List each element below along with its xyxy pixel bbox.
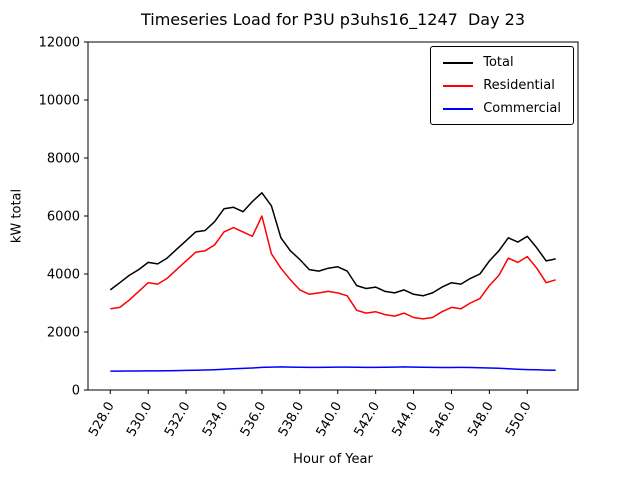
legend: Total Residential Commercial [430, 46, 574, 125]
x-tick-label: 530.0 [124, 400, 156, 440]
legend-label-commercial: Commercial [483, 101, 561, 116]
legend-label-residential: Residential [483, 78, 555, 93]
series-line-commercial [110, 366, 556, 372]
x-tick-label: 548.0 [465, 399, 497, 439]
y-tick-label: 6000 [47, 210, 80, 225]
x-tick-label: 544.0 [389, 400, 421, 440]
x-tick-label: 528.0 [86, 400, 118, 440]
y-tick-label: 10000 [39, 94, 80, 109]
x-axis-label: Hour of Year [293, 452, 373, 467]
y-tick-label: 8000 [47, 152, 80, 167]
legend-item-residential: Residential [443, 78, 561, 93]
legend-line-commercial-icon [443, 107, 474, 110]
x-tick-label: 540.0 [314, 400, 346, 440]
legend-item-commercial: Commercial [443, 101, 561, 116]
x-tick-label: 546.0 [427, 400, 459, 440]
series-line-total [109, 192, 556, 297]
legend-line-residential-icon [443, 84, 474, 87]
y-tick-label: 0 [72, 384, 80, 399]
chart-title: Timeseries Load for P3U p3uhs16_1247 Day… [140, 10, 526, 29]
legend-label-total: Total [483, 55, 514, 70]
y-tick-label: 2000 [47, 326, 80, 341]
x-tick-label: 542.0 [352, 400, 384, 440]
y-tick-label: 4000 [47, 268, 80, 283]
x-tick-label: 550.0 [503, 400, 535, 440]
x-tick-label: 536.0 [238, 400, 270, 440]
x-tick-label: 538.0 [276, 400, 308, 440]
y-axis-label: kW total [9, 188, 25, 244]
x-tick-label: 534.0 [200, 400, 232, 440]
y-tick-label: 12000 [39, 36, 80, 51]
series-line-residential [110, 215, 556, 320]
legend-item-total: Total [443, 55, 561, 70]
x-tick-label: 532.0 [162, 400, 194, 440]
legend-line-total-icon [443, 61, 474, 64]
